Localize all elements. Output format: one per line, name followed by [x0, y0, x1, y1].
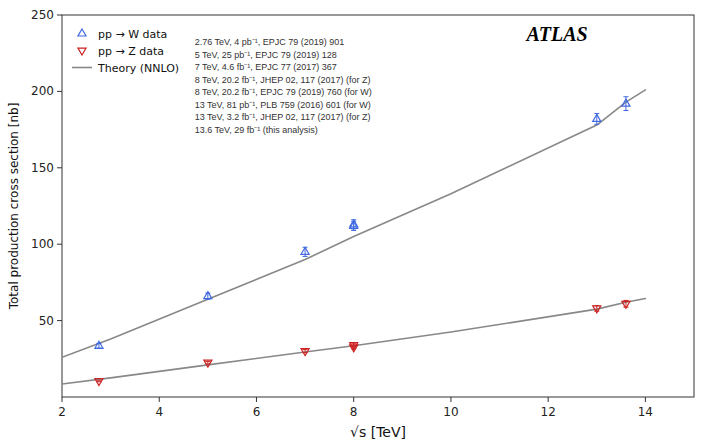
y-tick-label: 150 — [31, 161, 54, 175]
legend-label: Theory (NNLO) — [97, 62, 179, 75]
x-tick-label: 12 — [541, 405, 556, 419]
y-tick — [57, 320, 62, 321]
y-tick — [57, 15, 62, 16]
annotation: 13 TeV, 3.2 fb⁻¹, JHEP 02, 117 (2017) (f… — [195, 112, 371, 122]
annotation: 8 TeV, 20.2 fb⁻¹, EPJC 79 (2019) 760 (fo… — [195, 87, 372, 97]
y-tick — [57, 244, 62, 245]
legend-swatch — [72, 67, 92, 69]
x-tick-label: 6 — [253, 405, 261, 419]
legend: pp → W data pp → Z data Theory (NNLO) — [72, 28, 179, 75]
y-tick — [57, 167, 62, 168]
y-tick — [57, 91, 62, 92]
data-point — [622, 99, 630, 106]
x-tick — [548, 397, 549, 402]
plot-frame — [62, 15, 694, 397]
y-tick-label: 50 — [39, 314, 54, 328]
data-point — [95, 341, 103, 348]
annotation: 8 TeV, 20.2 fb⁻¹, JHEP 02, 117 (2017) (f… — [195, 75, 371, 85]
legend-label: pp → W data — [98, 28, 167, 41]
x-tick-label: 14 — [638, 405, 653, 419]
annotation: 5 TeV, 25 pb⁻¹, EPJC 79 (2019) 128 — [195, 50, 337, 60]
x-tick — [450, 397, 451, 402]
x-tick — [62, 397, 63, 402]
y-axis-label: Total production cross section [nb] — [7, 103, 21, 311]
annotation: 13 TeV, 81 pb⁻¹, PLB 759 (2016) 601 (for… — [195, 100, 371, 110]
legend-swatch — [78, 48, 86, 55]
theory-line — [62, 90, 645, 357]
annotation: 2.76 TeV, 4 pb⁻¹, EPJC 79 (2019) 901 — [195, 37, 345, 47]
x-tick — [159, 397, 160, 402]
data-point — [350, 343, 358, 350]
x-tick — [353, 397, 354, 402]
x-tick-label: 2 — [58, 405, 66, 419]
x-tick-label: 4 — [155, 405, 163, 419]
legend-swatch — [78, 29, 86, 36]
x-tick-label: 8 — [350, 405, 358, 419]
x-axis-label: √s [TeV] — [350, 424, 406, 440]
y-tick-label: 250 — [31, 8, 54, 22]
theory-line — [62, 298, 645, 384]
data-point — [593, 306, 601, 313]
x-tick-label: 10 — [443, 405, 458, 419]
data-point — [593, 114, 601, 121]
data-point — [204, 292, 212, 299]
data-point — [622, 301, 630, 308]
annotation: 7 TeV, 4.6 fb⁻¹, EPJC 77 (2017) 367 — [195, 62, 337, 72]
data-point — [350, 221, 358, 228]
data-point — [204, 360, 212, 367]
chart: 2 4 6 8 10 12 14 50 100 150 200 250 √s [TeV] Total pr… — [0, 0, 714, 445]
legend-label: pp → Z data — [98, 45, 164, 58]
data-point — [301, 247, 309, 254]
y-tick-label: 100 — [31, 237, 54, 251]
y-tick-label: 200 — [31, 84, 54, 98]
plot-area — [62, 90, 645, 386]
annotation: 13.6 TeV, 29 fb⁻¹ (this analysis) — [195, 125, 318, 135]
x-tick — [256, 397, 257, 402]
title: ATLAS — [525, 23, 588, 45]
data-point — [95, 378, 103, 385]
data-point — [301, 349, 309, 356]
x-tick — [645, 397, 646, 402]
